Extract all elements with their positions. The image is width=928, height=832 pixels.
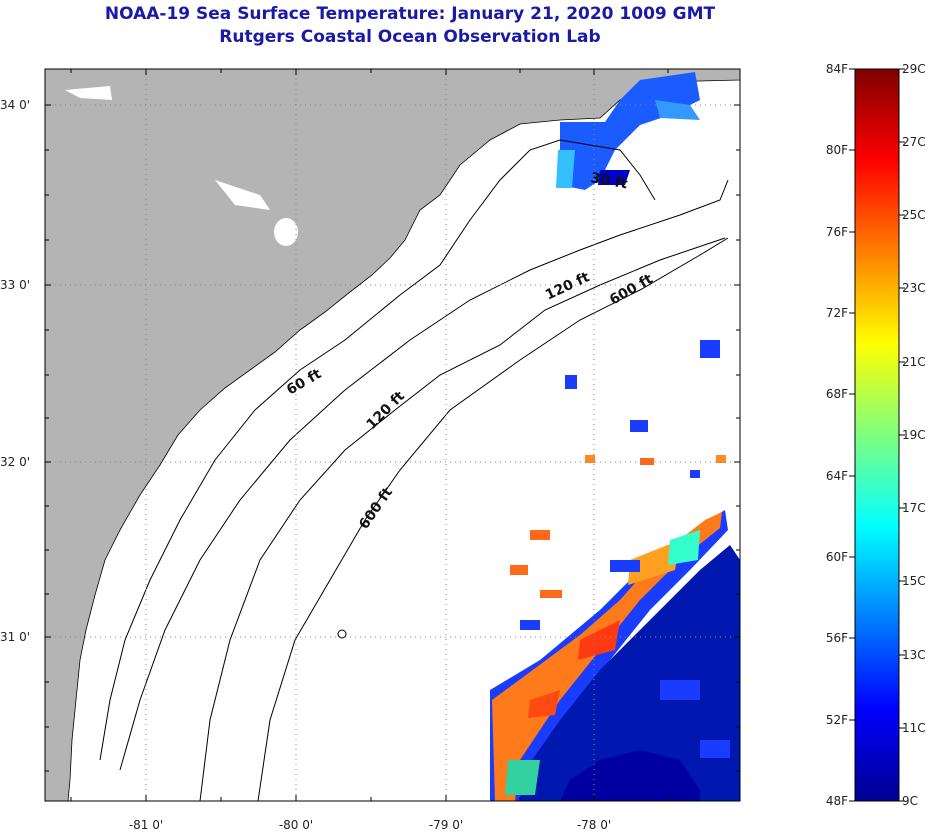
colorbar-f-84: 84F: [826, 62, 848, 76]
lon-label-80: -80 0': [279, 818, 313, 832]
colorbar-f-56: 56F: [826, 631, 848, 645]
contour-600ft: [257, 237, 729, 801]
land-mass: [45, 69, 740, 801]
colorbar-f-48: 48F: [826, 794, 848, 808]
map-subtitle: Rutgers Coastal Ocean Observation Lab: [219, 27, 601, 47]
colorbar-c-23: 23C: [902, 281, 926, 295]
colorbar-c-9: 9C: [902, 794, 918, 808]
colorbar-c-21: 21C: [902, 355, 926, 369]
colorbar-c-15: 15C: [902, 574, 926, 588]
colorbar-f-80: 80F: [826, 143, 848, 157]
colorbar-c-17: 17C: [902, 501, 926, 515]
colorbar-f-52: 52F: [826, 713, 848, 727]
map-title: NOAA-19 Sea Surface Temperature: January…: [104, 4, 716, 24]
lon-label-81: -81 0': [129, 818, 163, 832]
lake-2: [215, 180, 270, 210]
lat-label-33: 33 0': [0, 278, 30, 292]
lon-label-78: -78 0': [577, 818, 611, 832]
lat-label-31: 31 0': [0, 630, 30, 644]
colorbar-c-29: 29C: [902, 62, 926, 76]
sst-patch-north: [556, 72, 700, 190]
map-grid: [45, 69, 740, 801]
colorbar-f-68: 68F: [826, 387, 848, 401]
colorbar-f-72: 72F: [826, 306, 848, 320]
lat-label-32: 32 0': [0, 455, 30, 469]
lake-1: [65, 86, 112, 100]
contour-label-30ft: 30 ft: [589, 170, 629, 192]
contour-60ft: [119, 179, 729, 771]
colorbar-gradient: [854, 68, 900, 802]
colorbar-c-13: 13C: [902, 648, 926, 662]
map-frame: [44, 68, 741, 802]
colorbar-c-11: 11C: [902, 721, 926, 735]
colorbar-f-76: 76F: [826, 225, 848, 239]
lon-label-79: -79 0': [429, 818, 463, 832]
colorbar-f-60: 60F: [826, 550, 848, 564]
lake-3: [274, 218, 298, 246]
colorbar-c-25: 25C: [902, 208, 926, 222]
colorbar-c-27: 27C: [902, 135, 926, 149]
lat-label-34: 34 0': [0, 98, 30, 112]
contour-30ft: [99, 139, 656, 761]
colorbar-c-19: 19C: [902, 428, 926, 442]
seamount-contour: [337, 629, 347, 639]
colorbar-f-64: 64F: [826, 469, 848, 483]
sst-patch-south: [490, 340, 740, 801]
